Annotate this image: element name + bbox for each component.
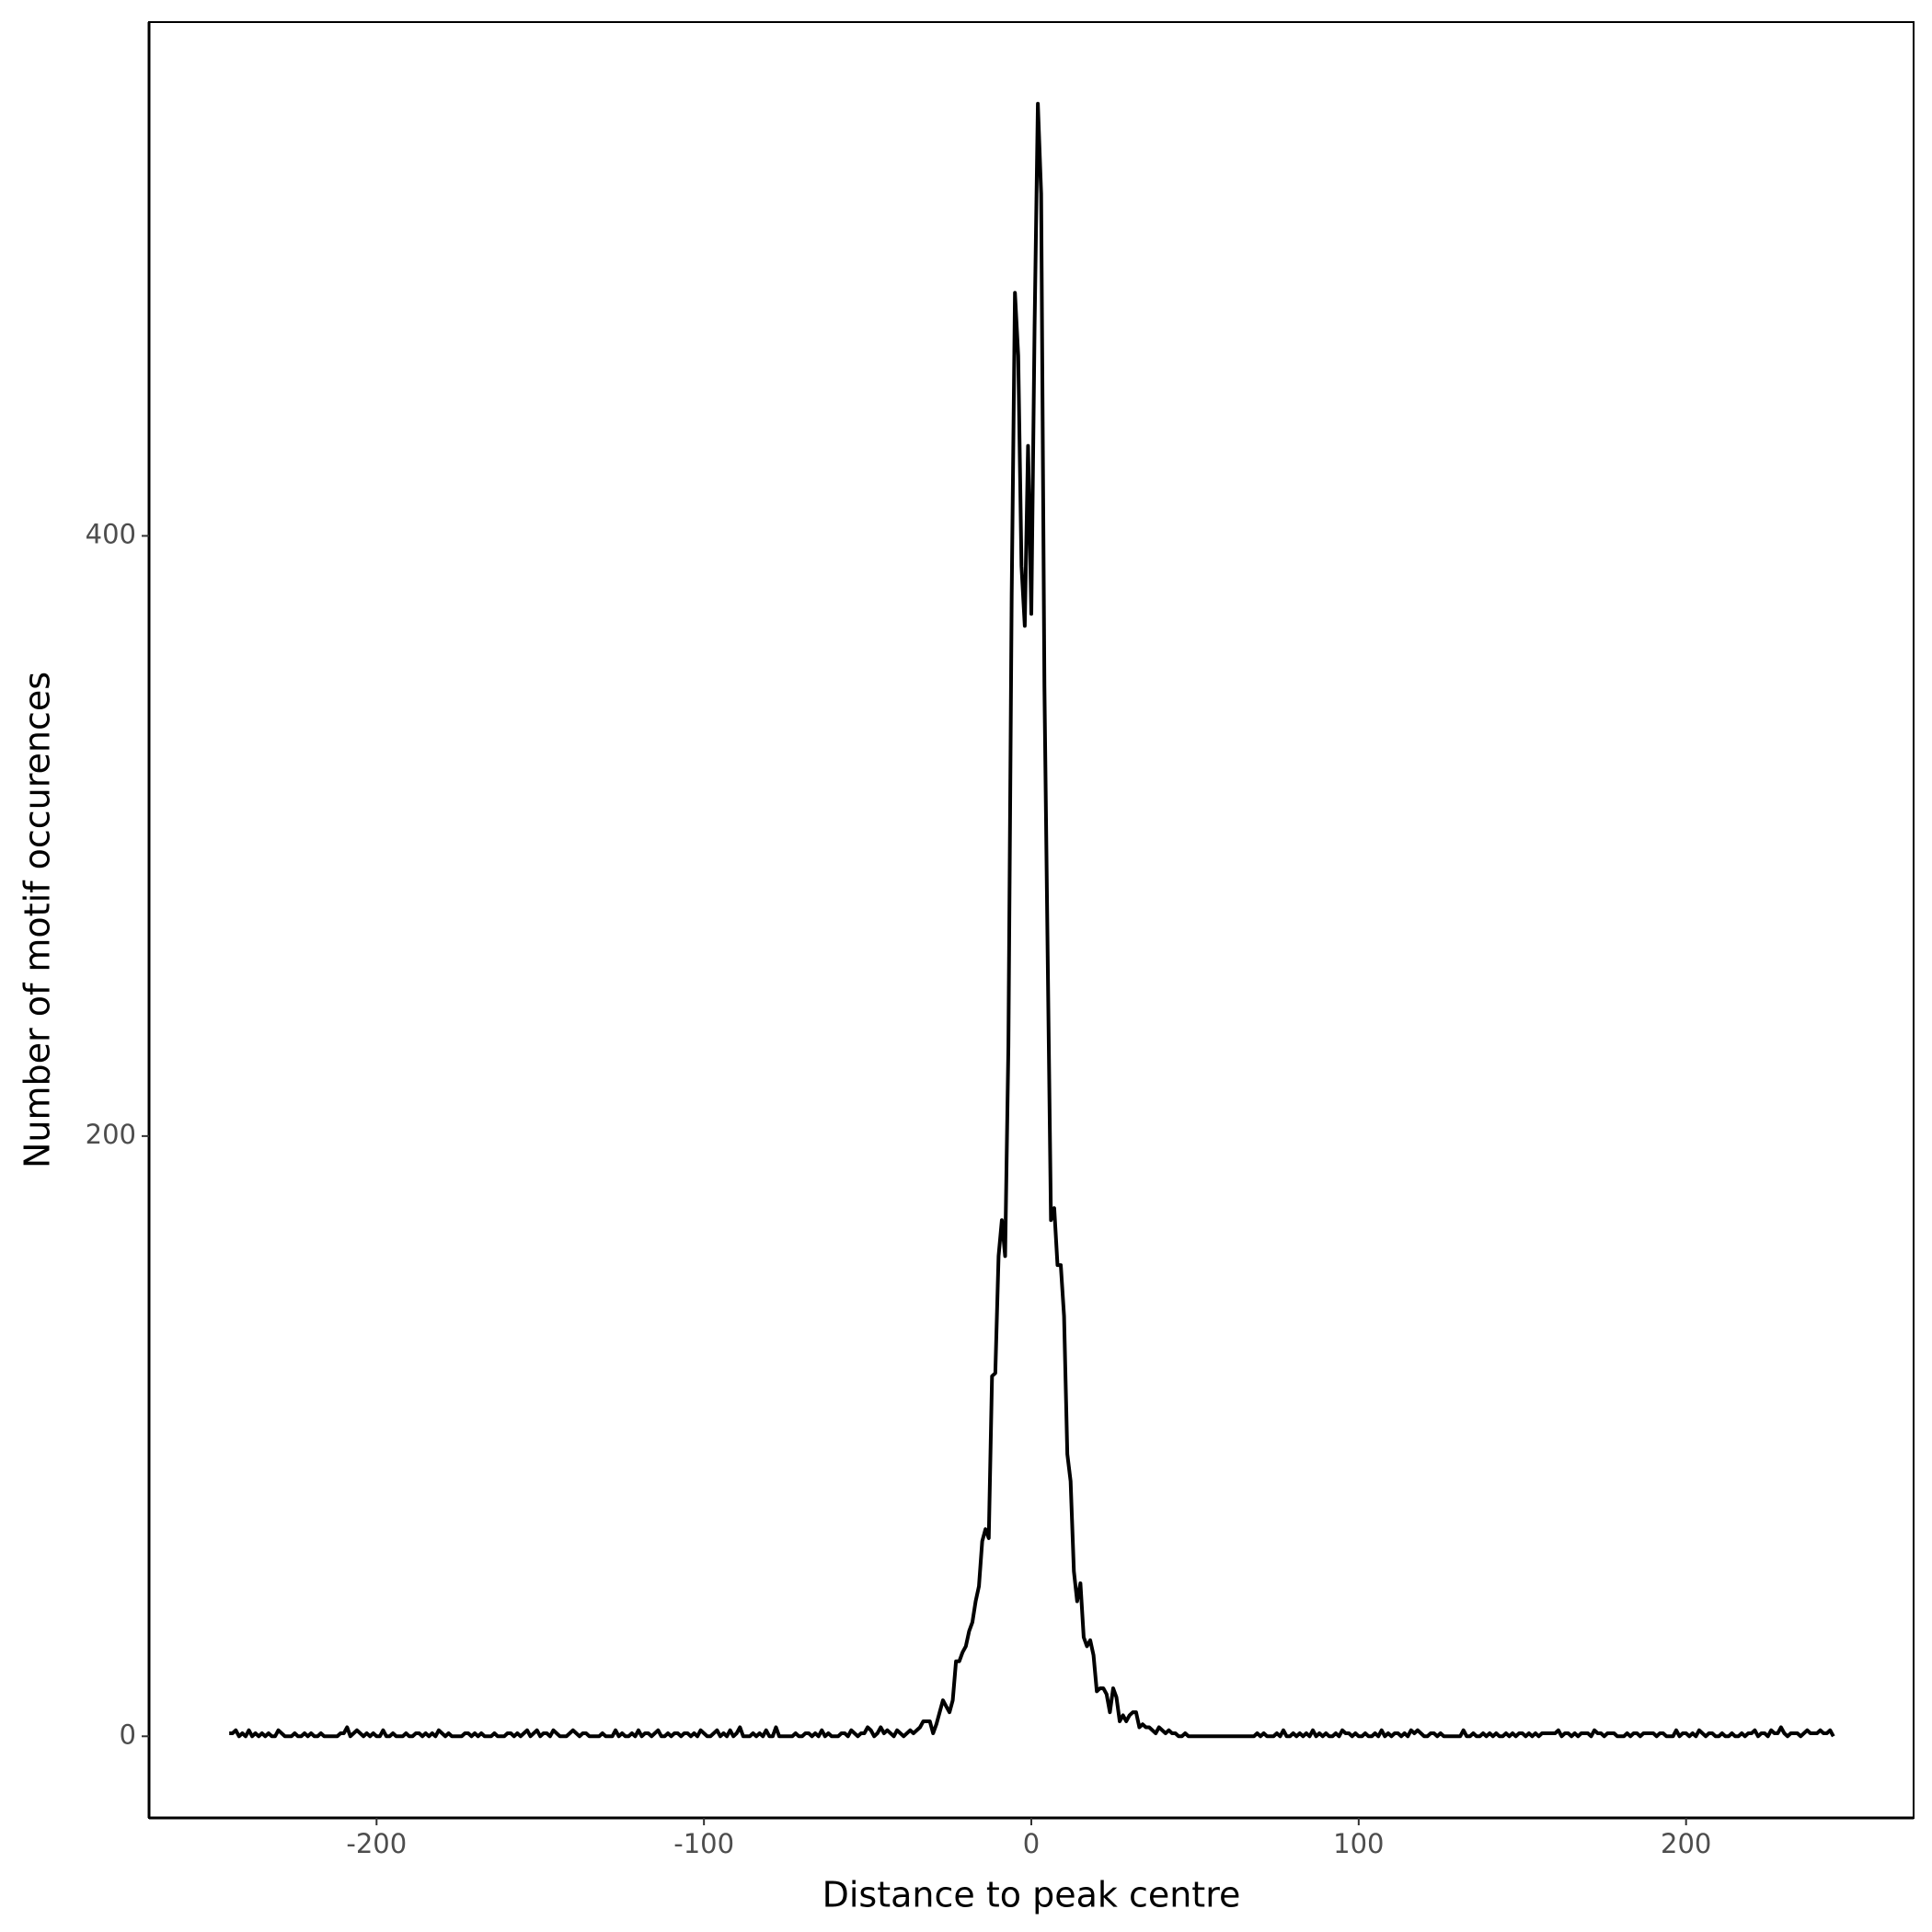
y-tick-label: 400: [86, 518, 136, 549]
x-tick-label: 200: [1661, 1828, 1711, 1859]
x-tick-label: -100: [673, 1828, 734, 1859]
x-tick-label: 100: [1333, 1828, 1384, 1859]
data-line: [229, 101, 1835, 1739]
x-tick-label: 0: [1023, 1828, 1040, 1859]
y-axis-title: Number of motif occurences: [17, 672, 58, 1168]
x-axis-title: Distance to peak centre: [822, 1875, 1241, 1915]
y-tick-label: 0: [120, 1719, 136, 1750]
panel-border: [148, 21, 1915, 1819]
y-tick-label: 200: [86, 1119, 136, 1150]
x-tick-label: -200: [346, 1828, 407, 1859]
